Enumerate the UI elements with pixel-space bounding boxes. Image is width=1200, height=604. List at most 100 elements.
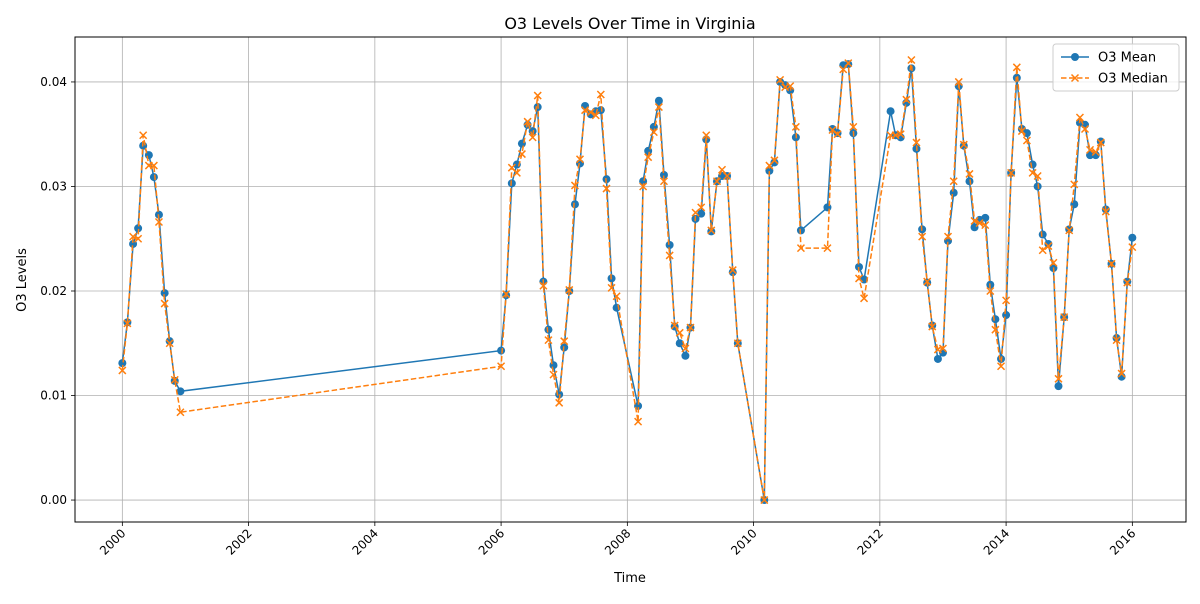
data-point: [154, 217, 163, 227]
x-tick-label: 2010: [728, 526, 759, 557]
data-point: [839, 65, 848, 74]
x-tick-label: 2002: [223, 526, 254, 557]
data-point: [570, 200, 579, 209]
data-point: [918, 232, 927, 241]
data-point: [823, 244, 832, 253]
data-point: [555, 398, 564, 407]
data-point: [902, 95, 911, 104]
data-point: [1033, 171, 1042, 181]
data-point: [1117, 369, 1126, 378]
data-point: [1017, 127, 1026, 136]
y-tick-label: 0.04: [40, 75, 67, 89]
legend-label: O3 Median: [1098, 72, 1168, 87]
data-point: [1007, 168, 1016, 177]
data-point: [118, 359, 127, 368]
data-point: [823, 203, 832, 212]
data-point: [654, 96, 663, 105]
data-point: [791, 122, 800, 131]
data-point: [933, 354, 942, 363]
data-point: [544, 336, 553, 345]
data-point: [1080, 124, 1090, 134]
data-point: [760, 496, 769, 505]
data-point: [728, 268, 737, 277]
data-point: [712, 177, 722, 186]
data-point: [707, 226, 716, 235]
series-o3-median: [118, 55, 1137, 505]
data-point: [997, 362, 1006, 371]
data-point: [512, 168, 521, 177]
data-point: [1022, 129, 1031, 138]
data-point: [165, 337, 174, 346]
data-point: [596, 90, 605, 99]
legend-marker: [1071, 53, 1079, 61]
data-point: [176, 408, 185, 417]
data-point: [718, 165, 727, 174]
data-point: [139, 131, 148, 140]
data-point: [986, 286, 995, 296]
data-point: [1038, 230, 1047, 239]
data-point: [639, 177, 648, 186]
y-tick-label: 0.02: [40, 284, 67, 298]
data-point: [1038, 246, 1047, 255]
data-point: [1123, 278, 1132, 287]
data-point: [1065, 226, 1074, 235]
data-point: [1107, 259, 1116, 268]
data-point: [176, 387, 185, 396]
data-point: [565, 285, 574, 294]
data-point: [659, 170, 668, 179]
data-point: [681, 344, 690, 353]
data-point: [844, 59, 853, 68]
data-point: [644, 153, 653, 162]
data-point: [1049, 258, 1058, 267]
x-axis-label: Time: [613, 571, 646, 586]
data-point: [149, 173, 158, 182]
data-point: [786, 82, 795, 91]
data-point: [886, 107, 895, 116]
data-point: [1112, 336, 1121, 345]
y-tick-label: 0.03: [40, 179, 67, 193]
legend-item: O3 Mean: [1061, 51, 1156, 66]
data-point: [149, 161, 158, 170]
data-point: [533, 91, 542, 100]
series-layer: [118, 55, 1137, 505]
data-point: [1086, 151, 1095, 160]
data-point: [943, 232, 953, 241]
data-point: [654, 103, 663, 112]
data-point: [1002, 311, 1011, 320]
chart-title: O3 Levels Over Time in Virginia: [504, 14, 755, 33]
data-point: [123, 319, 132, 328]
data-point: [833, 130, 842, 139]
y-tick-label: 0.00: [40, 493, 67, 507]
data-point: [160, 289, 169, 298]
data-point: [860, 294, 869, 303]
data-point: [549, 361, 558, 370]
data-point: [702, 131, 711, 140]
data-point: [981, 221, 990, 230]
data-point: [1044, 239, 1053, 248]
data-point: [612, 292, 621, 301]
x-tick-label: 2006: [476, 526, 507, 557]
data-point: [160, 299, 169, 308]
data-point: [539, 281, 548, 290]
data-point: [634, 417, 643, 426]
data-point: [165, 339, 174, 348]
data-point: [796, 226, 805, 235]
data-point: [975, 219, 984, 228]
data-point: [949, 188, 958, 197]
x-tick-label: 2004: [349, 526, 380, 557]
data-point: [770, 158, 779, 167]
data-point: [954, 77, 963, 86]
data-point: [581, 106, 590, 115]
data-point: [1128, 243, 1137, 252]
data-point: [765, 166, 774, 175]
data-point: [1091, 147, 1100, 157]
data-point: [1054, 374, 1063, 383]
data-point: [912, 138, 921, 147]
series-line: [121, 59, 1134, 501]
data-point: [991, 315, 1000, 324]
data-point: [586, 108, 595, 117]
data-point: [1070, 180, 1079, 189]
data-point: [134, 224, 143, 233]
x-tick-label: 2014: [981, 526, 1012, 557]
